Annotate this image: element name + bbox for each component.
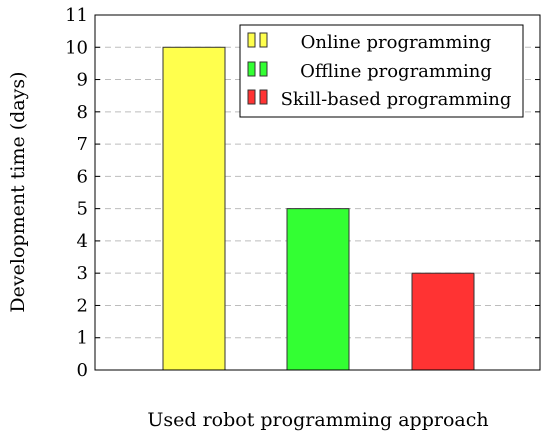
- legend-swatch: [259, 89, 268, 105]
- y-axis-ticks: 0 1 2 3 4 5 6 7 8 9 10 11: [65, 5, 540, 381]
- legend-swatch: [259, 61, 268, 77]
- legend-swatch: [247, 61, 256, 77]
- y-tick-label: 10: [65, 37, 88, 58]
- y-tick-label: 3: [77, 263, 88, 284]
- legend: Online programming Offline programming Ski…: [239, 24, 524, 118]
- legend-swatch: [259, 32, 268, 48]
- legend-label: Skill-based programming: [281, 89, 512, 110]
- bar-2: [286, 208, 350, 371]
- y-tick-label: 9: [77, 70, 88, 91]
- legend-box: [239, 24, 524, 118]
- y-tick-label: 6: [77, 166, 88, 187]
- legend-label: Online programming: [301, 32, 492, 53]
- y-tick-label: 4: [77, 231, 88, 252]
- legend-swatch: [247, 32, 256, 48]
- y-tick-label: 0: [77, 360, 88, 381]
- bar-1: [162, 46, 226, 371]
- y-tick-label: 8: [77, 102, 88, 123]
- y-tick-label: 11: [65, 5, 88, 26]
- legend-swatch: [247, 89, 256, 105]
- x-axis-title: Used robot programming approach: [147, 409, 488, 431]
- y-tick-label: 1: [77, 328, 88, 349]
- y-tick-label: 7: [77, 134, 88, 155]
- y-tick-label: 2: [77, 295, 88, 316]
- legend-label: Offline programming: [300, 61, 492, 82]
- y-axis-title: Development time (days): [7, 71, 29, 312]
- bar-3: [411, 272, 475, 371]
- plot-frame: [94, 14, 541, 371]
- y-tick-label: 5: [77, 199, 88, 220]
